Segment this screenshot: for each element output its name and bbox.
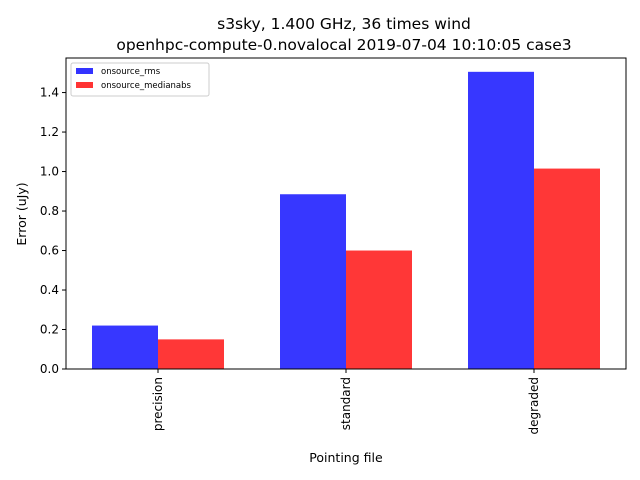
y-tick-label: 1.4 — [40, 86, 59, 100]
legend-label: onsource_rms — [101, 67, 161, 77]
y-tick-label: 0.0 — [40, 362, 59, 376]
bar-onsource_rms-precision — [92, 325, 158, 369]
x-axis-label: Pointing file — [309, 450, 383, 465]
y-tick-label: 0.2 — [40, 323, 59, 337]
bars-group — [92, 71, 600, 370]
x-tick-label: standard — [339, 377, 353, 430]
legend-swatch — [76, 68, 93, 74]
bar-onsource_medianabs-degraded — [534, 168, 600, 369]
chart-title: s3sky, 1.400 GHz, 36 times wind — [217, 15, 471, 33]
y-axis: 0.0 0.2 0.4 0.6 0.8 1.0 1.2 1.4 — [40, 86, 66, 376]
x-tick-label: precision — [151, 377, 165, 431]
y-tick-label: 0.8 — [40, 204, 59, 218]
y-tick-label: 0.4 — [40, 283, 59, 297]
y-tick-label: 0.6 — [40, 244, 59, 258]
y-tick-label: 1.0 — [40, 165, 59, 179]
bar-onsource_rms-degraded — [468, 71, 534, 370]
legend-label: onsource_medianabs — [101, 81, 192, 91]
bar-onsource_medianabs-standard — [346, 250, 412, 369]
bar-onsource_medianabs-precision — [158, 339, 224, 369]
y-tick-label: 1.2 — [40, 125, 59, 139]
legend: onsource_rms onsource_medianabs — [70, 62, 210, 97]
y-axis-label: Error (uJy) — [14, 182, 29, 245]
chart-subtitle: openhpc-compute-0.novalocal 2019-07-04 1… — [116, 36, 571, 54]
legend-swatch — [76, 82, 93, 88]
x-axis: precision standard degraded — [151, 369, 541, 435]
x-tick-label: degraded — [527, 377, 541, 435]
legend-frame — [70, 62, 210, 97]
bar-onsource_rms-standard — [280, 194, 346, 369]
